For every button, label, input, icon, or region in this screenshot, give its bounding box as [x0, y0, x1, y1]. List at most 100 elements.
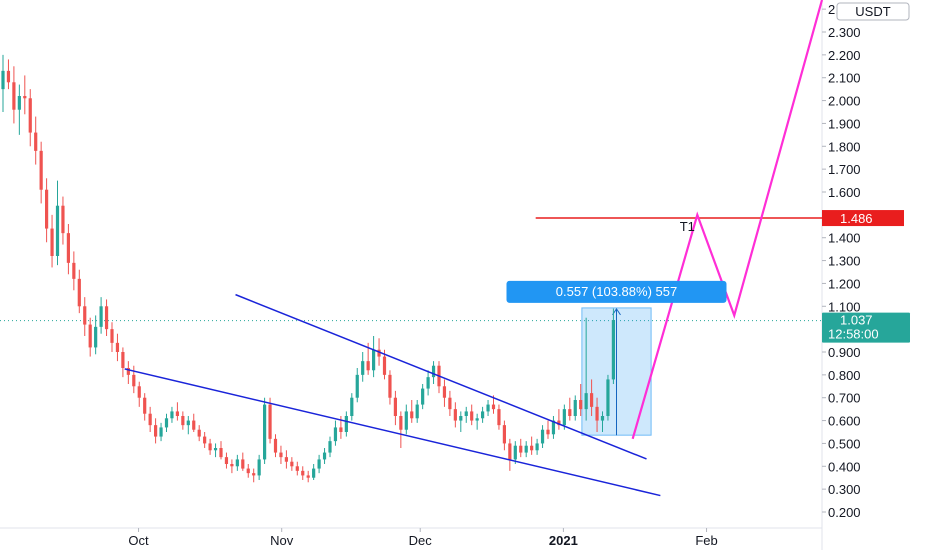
candle-body	[497, 409, 501, 426]
candle-body	[350, 397, 354, 416]
candle-body	[213, 448, 218, 451]
candle-body	[481, 411, 485, 419]
time-tick-label: Dec	[409, 533, 433, 548]
candle-body	[77, 278, 81, 307]
currency-label: USDT	[855, 4, 890, 19]
candle-body	[361, 361, 365, 375]
candle-body	[535, 443, 539, 451]
target-price-label: 1.486	[840, 211, 873, 226]
candle-body	[600, 416, 605, 421]
countdown-label: 12:58:00	[828, 327, 879, 342]
candle-body	[17, 96, 21, 110]
price-tick-label: 1.400	[828, 231, 861, 246]
candle-body	[88, 324, 92, 348]
candle-body	[557, 420, 561, 426]
price-tick-label: 1.300	[828, 254, 861, 269]
candle-body	[590, 393, 594, 407]
candle-body	[50, 228, 54, 256]
candle-body	[164, 418, 169, 428]
candle-body	[219, 448, 223, 458]
currency-badge	[836, 2, 910, 21]
candle-body	[83, 306, 87, 325]
candle-body	[606, 379, 610, 416]
candle-body	[448, 397, 452, 410]
candle-body	[28, 98, 32, 133]
price-tick-label: 0.200	[828, 505, 861, 520]
candle-body	[410, 411, 414, 419]
projection-path	[631, 0, 824, 440]
measure-label-bg	[506, 280, 727, 303]
candle-body	[393, 397, 397, 416]
candle-body	[546, 429, 550, 435]
price-tick-label: 0.700	[828, 391, 861, 406]
price-tick-label: 0.900	[828, 345, 861, 360]
candle-body	[584, 393, 588, 410]
candles	[1, 54, 615, 483]
candle-body	[301, 470, 305, 476]
candle-body	[175, 411, 179, 416]
candle-body	[192, 420, 196, 430]
candle-body	[126, 368, 130, 375]
candle-body	[442, 386, 447, 398]
time-tick-label: Nov	[270, 533, 294, 548]
candle-body	[459, 416, 463, 421]
candle-body	[55, 205, 60, 256]
price-tick-label: 2.200	[828, 48, 861, 63]
candle-body	[252, 473, 256, 476]
candle-body	[399, 416, 403, 430]
candle-body	[404, 411, 408, 430]
candle-body	[154, 425, 158, 437]
candle-body	[34, 132, 38, 151]
candle-body	[99, 306, 103, 327]
candle-body	[94, 326, 98, 348]
candle-body	[568, 409, 572, 416]
candle-body	[143, 397, 147, 414]
price-tick-label: 1.900	[828, 116, 861, 131]
candle-body	[388, 374, 392, 398]
candle-body	[519, 445, 523, 453]
price-tick-label: 1.600	[828, 185, 861, 200]
candle-body	[431, 365, 436, 378]
candle-body	[524, 445, 528, 453]
trend-line-upper	[235, 293, 647, 460]
candle-body	[464, 411, 468, 416]
candle-body	[611, 320, 615, 380]
candle-body	[508, 443, 512, 460]
candle-body	[72, 262, 76, 279]
candle-body	[415, 404, 419, 419]
candle-body	[426, 377, 430, 389]
candle-body	[203, 436, 207, 444]
price-tick-label: 1.700	[828, 162, 861, 177]
candle-body	[377, 349, 381, 357]
chart-labels: T1 0.557 (103.88%) 557	[506, 219, 727, 303]
price-axis[interactable]: 0.200 0.300 0.400 0.500 0.600 0.700 0.800 0.900…	[822, 2, 861, 520]
candle-body	[181, 416, 185, 426]
candle-body	[573, 400, 577, 416]
candle-body	[317, 459, 321, 469]
candle-body	[502, 425, 506, 444]
candle-body	[562, 409, 566, 426]
candle-body	[491, 404, 496, 410]
candle-body	[132, 374, 136, 387]
candle-body	[530, 445, 534, 451]
trend-line-lower	[124, 368, 661, 497]
candle-body	[208, 443, 212, 451]
price-tick-label: 2.000	[828, 94, 861, 109]
price-tick-label: 1.100	[828, 299, 861, 314]
candle-body	[551, 420, 556, 435]
candle-body	[344, 416, 348, 432]
price-tick-label: 0.300	[828, 482, 861, 497]
candle-body	[295, 466, 299, 471]
price-tick-label: 0.600	[828, 414, 861, 429]
time-axis[interactable]: Oct Nov Dec 2021 Feb	[128, 528, 718, 548]
last-price-label: 1.037	[840, 313, 873, 328]
candle-body	[235, 459, 239, 467]
time-tick-label: Feb	[695, 533, 717, 548]
target-label: T1	[680, 219, 695, 234]
candle-body	[470, 411, 474, 421]
candle-body	[23, 96, 27, 99]
price-tick-label: 2.300	[828, 25, 861, 40]
candle-body	[12, 82, 16, 110]
